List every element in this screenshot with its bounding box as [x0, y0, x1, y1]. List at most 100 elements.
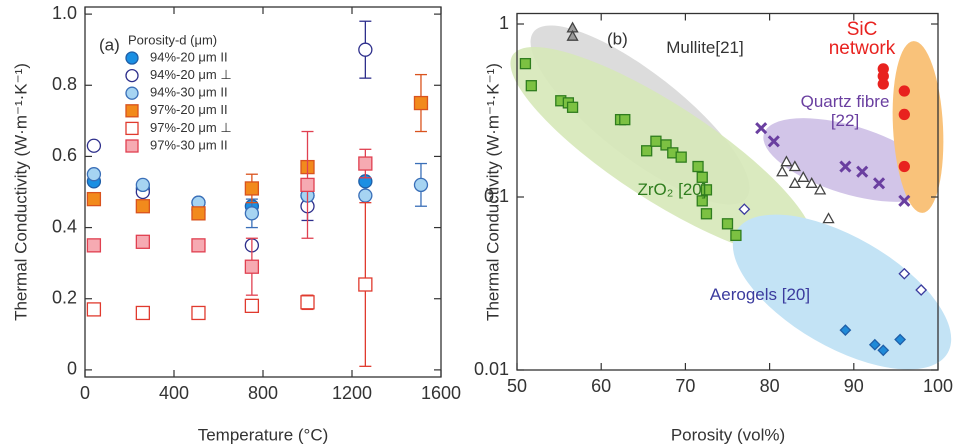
y-tick-label: 0.1: [484, 186, 509, 206]
region-label: SiC network: [828, 19, 896, 59]
legend-label: 97%-20 μm ⊥: [150, 120, 232, 135]
point: [125, 68, 139, 83]
x-axis-title: Porosity (vol%): [671, 425, 785, 444]
point: [619, 113, 631, 126]
point: [86, 167, 102, 182]
point: [125, 121, 139, 136]
point: [738, 203, 751, 216]
point: [86, 302, 102, 317]
panel-label: (a): [99, 35, 120, 54]
y-tick-label: 0.2: [52, 287, 77, 307]
region-label: ZrO₂ [20]: [637, 180, 707, 199]
point: [839, 324, 852, 337]
point: [696, 171, 708, 183]
point: [413, 95, 429, 111]
point: [135, 199, 151, 214]
point: [898, 85, 910, 97]
x-tick-label: 1200: [332, 383, 372, 403]
point: [696, 195, 708, 207]
point: [700, 184, 713, 196]
point: [877, 344, 890, 357]
plot-frame: [516, 12, 939, 371]
point: [300, 295, 315, 310]
x-tick-label: 60: [591, 376, 611, 396]
point: [814, 183, 827, 195]
point: [300, 177, 315, 193]
y-tick-label: 1: [499, 13, 509, 33]
point: [660, 139, 672, 151]
legend-title: Porosity-d (μm): [128, 32, 217, 47]
region-label: Quartz fibre [22]: [800, 92, 890, 130]
legend-label: 94%-20 μm ⊥: [150, 67, 232, 82]
point: [788, 160, 801, 172]
point: [244, 259, 260, 274]
point: [822, 212, 835, 224]
point: [692, 160, 704, 173]
y-tick-label: 1.0: [52, 3, 77, 23]
point: [566, 101, 579, 113]
point: [780, 155, 793, 167]
point: [797, 170, 810, 182]
y-tick-label: 0: [67, 359, 77, 379]
point: [915, 284, 928, 296]
y-tick-label: 0.6: [52, 145, 77, 165]
point: [191, 238, 206, 253]
point: [877, 78, 889, 90]
point: [135, 305, 151, 321]
point: [730, 229, 742, 242]
y-axis-title: Thermal Conductivity (W·m⁻¹·K⁻¹): [483, 63, 502, 321]
point: [86, 191, 102, 207]
point: [767, 135, 780, 148]
point: [244, 206, 260, 221]
point: [755, 122, 768, 135]
y-tick-label: 0.4: [52, 216, 77, 236]
point: [358, 42, 373, 57]
point: [868, 338, 881, 351]
point: [125, 86, 139, 100]
point: [358, 156, 373, 171]
point: [519, 57, 532, 70]
x-tick-label: 70: [675, 376, 695, 396]
point: [125, 51, 139, 65]
y-tick-label: 0.8: [52, 74, 77, 94]
point: [898, 160, 910, 173]
point: [135, 234, 151, 249]
point: [191, 206, 206, 221]
point: [135, 177, 151, 193]
x-axis-title: Temperature (°C): [198, 425, 329, 444]
point: [788, 176, 801, 188]
legend-label: 94%-30 μm II: [150, 85, 228, 100]
point: [566, 29, 579, 41]
point: [125, 139, 139, 153]
point: [641, 145, 653, 157]
point: [721, 218, 734, 230]
point: [776, 165, 789, 177]
x-tick-label: 0: [80, 383, 90, 403]
point: [358, 277, 373, 292]
x-tick-label: 80: [760, 376, 780, 396]
point: [86, 238, 102, 253]
point: [650, 135, 662, 147]
y-tick-label: 0.01: [474, 359, 509, 379]
legend-label: 97%-20 μm II: [150, 102, 228, 117]
point: [805, 176, 818, 188]
point: [700, 208, 713, 220]
region-label: Mullite[21]: [666, 38, 744, 57]
point: [894, 333, 907, 346]
point: [525, 80, 537, 92]
x-tick-label: 90: [844, 376, 864, 396]
point: [125, 104, 139, 118]
point: [244, 298, 260, 313]
quartz-region: [763, 118, 937, 202]
point: [856, 165, 869, 178]
x-tick-label: 800: [248, 383, 278, 403]
x-tick-label: 400: [159, 383, 189, 403]
point: [358, 188, 373, 203]
point: [675, 151, 687, 163]
x-tick-label: 50: [507, 376, 527, 396]
legend-label: 94%-20 μm II: [150, 49, 228, 64]
point: [872, 177, 886, 190]
x-tick-label: 100: [923, 376, 953, 396]
